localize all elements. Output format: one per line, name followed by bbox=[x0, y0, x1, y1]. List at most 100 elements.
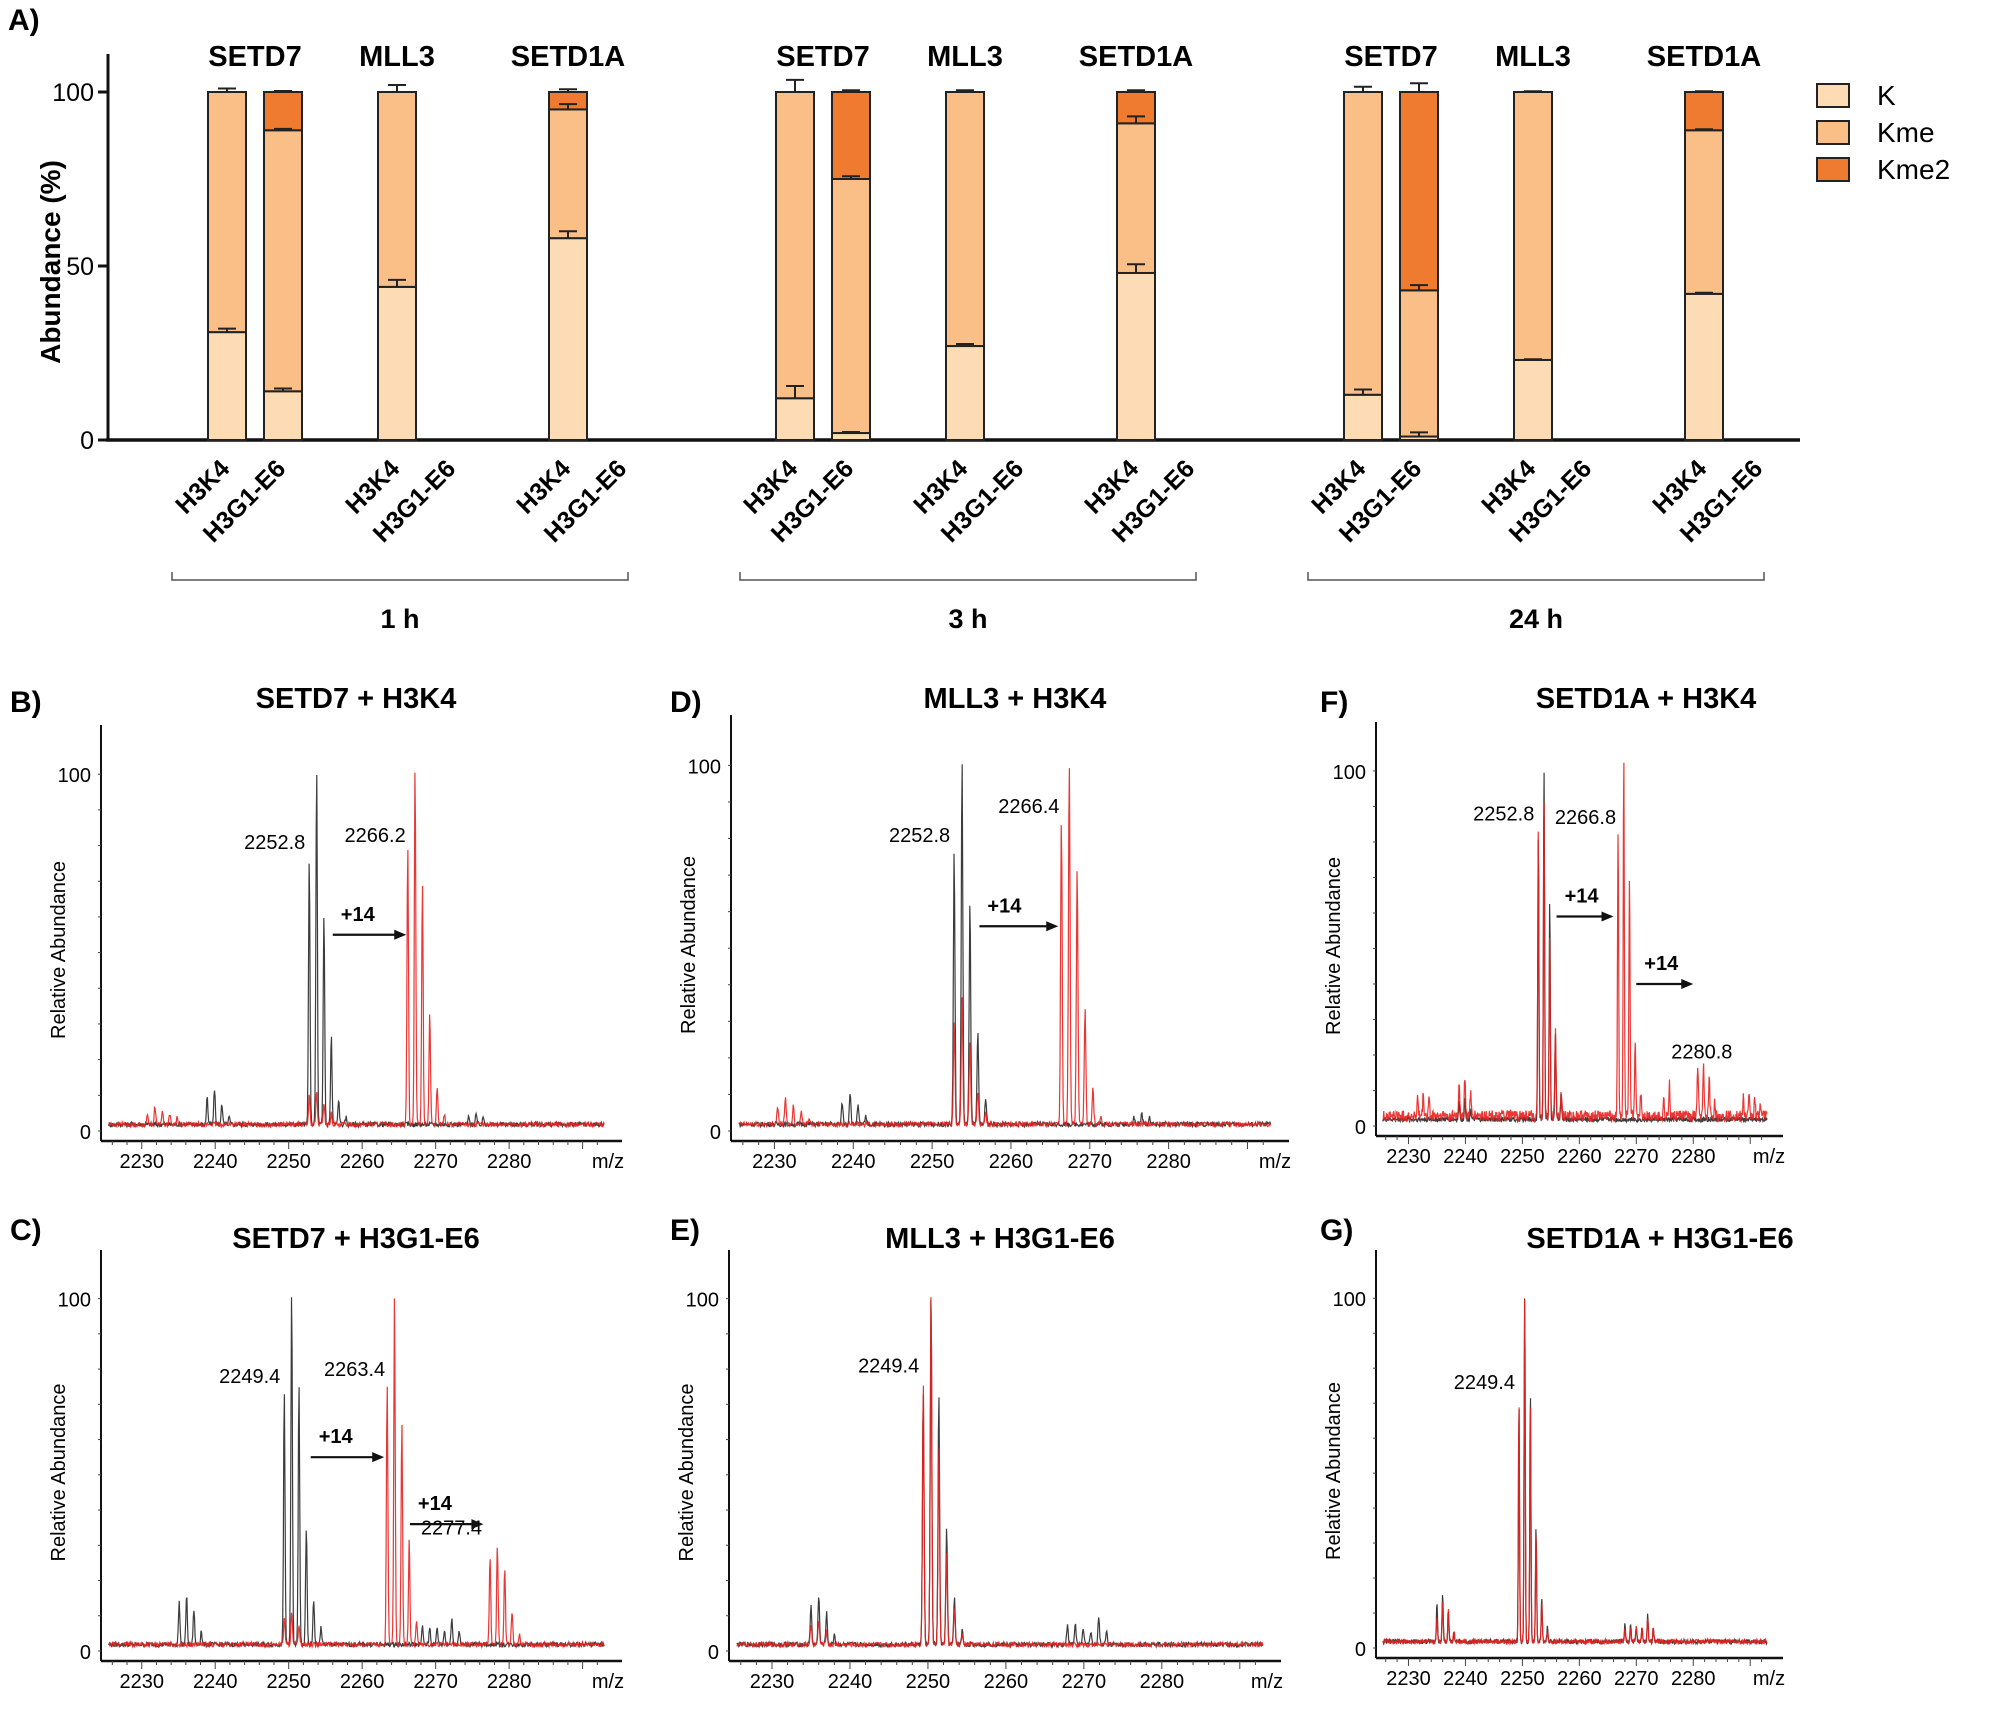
x-axis-title: m/z bbox=[1753, 1146, 1785, 1168]
time-group-label: 1 h bbox=[380, 604, 419, 634]
spectrum-title: SETD7 + H3K4 bbox=[256, 683, 457, 715]
x-tick-label: 2270 bbox=[1614, 1668, 1659, 1690]
legend-swatch bbox=[1816, 120, 1850, 145]
y-axis-title: Relative Abundance bbox=[678, 856, 700, 1034]
y-tick-label: 100 bbox=[686, 1290, 719, 1312]
peak-mz-label: 2266.8 bbox=[1555, 807, 1616, 829]
x-axis-title: m/z bbox=[592, 1151, 624, 1173]
x-tick-label: 2250 bbox=[266, 1671, 311, 1693]
legend-swatch bbox=[1816, 157, 1850, 182]
group-bracket bbox=[739, 572, 1197, 581]
peak-mz-label: 2249.4 bbox=[1454, 1372, 1515, 1394]
peak-mz-label: 2252.8 bbox=[889, 825, 950, 847]
y-axis-title: Relative Abundance bbox=[48, 861, 70, 1039]
mass-shift-label: +14 bbox=[418, 1493, 453, 1515]
x-tick-label: 2280 bbox=[1140, 1671, 1185, 1693]
spectrum-panel-b: B) SETD7 + H3K4 0 100 2230 2240 2250 2260 2270 22… bbox=[10, 683, 624, 1173]
spectrum-trace-enzyme bbox=[1382, 1299, 1768, 1646]
x-tick-label: 2270 bbox=[1062, 1671, 1107, 1693]
bar-segment-kme bbox=[207, 91, 247, 334]
x-tick-label: 2260 bbox=[340, 1671, 385, 1693]
x-tick-label: 2270 bbox=[413, 1671, 458, 1693]
bar-segment-kme2 bbox=[831, 91, 871, 180]
y-axis-title: Relative Abundance bbox=[676, 1384, 698, 1562]
spectrum-panel-f: F) SETD1A + H3K4 0 100 2230 2240 2250 2260 2270 2… bbox=[1320, 683, 1785, 1168]
spectrum-trace-enzyme bbox=[108, 772, 605, 1129]
x-tick-label: 2280 bbox=[1671, 1146, 1716, 1168]
bar-segment-kme bbox=[945, 91, 985, 348]
spectrum-title: SETD1A + H3K4 bbox=[1536, 683, 1757, 715]
x-tick-label: 2280 bbox=[1671, 1668, 1716, 1690]
arrow-head-icon bbox=[372, 1452, 385, 1463]
y-tick-label: 100 bbox=[58, 1290, 91, 1312]
x-axis-title: m/z bbox=[1251, 1671, 1283, 1693]
x-axis-title: m/z bbox=[1753, 1668, 1785, 1690]
y-tick-label: 0 bbox=[80, 427, 94, 455]
legend-label: Kme2 bbox=[1877, 154, 1950, 185]
legend-label: K bbox=[1877, 80, 1896, 111]
spectrum-title: SETD1A + H3G1-E6 bbox=[1526, 1223, 1793, 1255]
group-bracket bbox=[1307, 572, 1765, 581]
time-group-label: 3 h bbox=[948, 604, 987, 634]
enzyme-label: SETD7 bbox=[1344, 41, 1437, 73]
x-tick-label: 2230 bbox=[1386, 1146, 1431, 1168]
time-group-label: 24 h bbox=[1509, 604, 1563, 634]
bar-segment-k bbox=[775, 397, 815, 441]
mass-shift-label: +14 bbox=[319, 1426, 354, 1448]
enzyme-label: SETD1A bbox=[1079, 41, 1193, 73]
peak-mz-label: 2280.8 bbox=[1671, 1042, 1732, 1064]
x-tick-label: 2250 bbox=[906, 1671, 951, 1693]
enzyme-label: MLL3 bbox=[927, 41, 1003, 73]
mass-shift-label: +14 bbox=[987, 895, 1022, 917]
panel-label-c: C) bbox=[10, 1214, 42, 1247]
enzyme-label: SETD7 bbox=[776, 41, 869, 73]
y-tick-label: 100 bbox=[1333, 762, 1366, 784]
mass-spectra-panels: B) SETD7 + H3K4 0 100 2230 2240 2250 2260 2270 22… bbox=[10, 683, 1794, 1693]
panel-label-d: D) bbox=[670, 686, 702, 719]
panel-label-e: E) bbox=[670, 1214, 700, 1247]
x-tick-label: 2250 bbox=[1500, 1146, 1545, 1168]
y-tick-label: 0 bbox=[80, 1642, 91, 1664]
y-tick-label: 0 bbox=[1355, 1117, 1366, 1139]
x-tick-label: 2240 bbox=[831, 1151, 876, 1173]
bar-segment-kme bbox=[548, 108, 588, 240]
bar-segment-kme2 bbox=[263, 91, 303, 132]
peak-mz-label: 2249.4 bbox=[858, 1356, 919, 1378]
bar-segment-k bbox=[263, 390, 303, 441]
bar-segment-kme bbox=[1513, 91, 1553, 361]
bar-segment-kme bbox=[263, 129, 303, 393]
y-axis-title: Relative Abundance bbox=[1323, 1382, 1345, 1560]
arrow-head-icon bbox=[394, 929, 407, 940]
x-tick-label: 2270 bbox=[1068, 1151, 1113, 1173]
legend-label: Kme bbox=[1877, 117, 1935, 148]
y-tick-label: 0 bbox=[708, 1642, 719, 1664]
spectrum-panel-c: C) SETD7 + H3G1-E6 0 100 2230 2240 2250 2260 227… bbox=[10, 1214, 624, 1693]
bar-segment-k bbox=[945, 345, 985, 442]
x-tick-label: 2250 bbox=[1500, 1668, 1545, 1690]
x-axis-title: m/z bbox=[592, 1671, 624, 1693]
bar-segment-k bbox=[831, 432, 871, 442]
spectrum-trace-enzyme bbox=[108, 1298, 605, 1650]
x-tick-label: 2230 bbox=[750, 1671, 795, 1693]
y-tick-label: 100 bbox=[688, 756, 721, 778]
x-tick-label: 2240 bbox=[193, 1151, 238, 1173]
x-axis-title: m/z bbox=[1259, 1151, 1291, 1173]
spectrum-trace-control bbox=[738, 764, 1272, 1129]
bar-segment-kme bbox=[831, 178, 871, 435]
bar-segment-k bbox=[1684, 292, 1724, 441]
peak-mz-label: 2266.4 bbox=[998, 796, 1059, 818]
peak-mz-label: 2252.8 bbox=[244, 832, 305, 854]
y-tick-label: 50 bbox=[66, 253, 94, 281]
x-tick-label: 2260 bbox=[340, 1151, 385, 1173]
spectrum-trace-control bbox=[1382, 1298, 1768, 1647]
enzyme-label: SETD1A bbox=[1647, 41, 1761, 73]
x-tick-label: 2230 bbox=[119, 1151, 164, 1173]
spectrum-trace-enzyme bbox=[1382, 762, 1768, 1124]
mass-shift-label: +14 bbox=[1565, 886, 1600, 908]
spectrum-title: MLL3 + H3K4 bbox=[924, 683, 1107, 715]
peak-mz-label: 2266.2 bbox=[345, 825, 406, 847]
x-tick-label: 2260 bbox=[989, 1151, 1034, 1173]
bar-segment-k bbox=[207, 331, 247, 441]
arrow-head-icon bbox=[1681, 978, 1694, 989]
